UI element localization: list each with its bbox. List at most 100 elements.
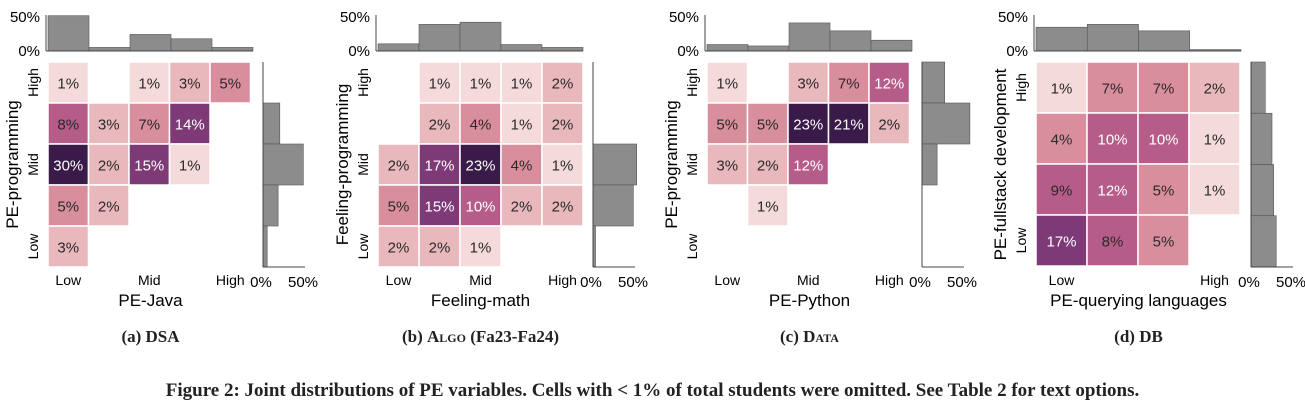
right-axis-tick: 50% xyxy=(618,274,648,291)
cell-label: 3% xyxy=(179,76,201,93)
cell-label: 10% xyxy=(465,199,495,216)
marginal-y-bar xyxy=(262,143,304,186)
marginal-x-bar xyxy=(377,43,420,52)
marginal-x-bar xyxy=(541,47,584,52)
heatmap-panel-1: 1% 1% 3% 5% 8% 3% 7% 14% 30% 2% 15% 1% 5% 2% 3% 50% 0% 0%… xyxy=(3,9,318,310)
x-tick-label: High xyxy=(216,272,245,288)
cell-label: 1% xyxy=(757,199,779,216)
cell-label: 8% xyxy=(1102,234,1124,251)
y-axis-label: Feeling-programming xyxy=(333,84,352,246)
x-axis-label: PE-Python xyxy=(769,291,850,310)
cell-label: 2% xyxy=(878,117,900,134)
heatmap-cell xyxy=(418,225,461,268)
caption-name: Data xyxy=(803,327,839,346)
heatmap-cell xyxy=(1035,61,1088,114)
caption-name: DSA xyxy=(145,327,180,346)
cell-label: 1% xyxy=(511,76,533,93)
heatmap-cell xyxy=(746,184,789,227)
subfigure-caption: (c) Data xyxy=(660,327,960,347)
cell-label: 2% xyxy=(552,76,574,93)
cell-label: 4% xyxy=(470,117,492,134)
heatmap-cell xyxy=(500,61,543,104)
x-axis-label: PE-querying languages xyxy=(1050,291,1227,310)
x-tick-label: High xyxy=(875,272,904,288)
caption-name: DB xyxy=(1139,327,1163,346)
x-tick-label: High xyxy=(548,272,577,288)
top-axis-tick: 0% xyxy=(1006,43,1028,60)
y-tick-label: Mid xyxy=(684,153,700,176)
marginal-y-bar xyxy=(262,225,268,268)
x-tick-label: Low xyxy=(55,272,82,288)
caption-prefix: (b) xyxy=(402,327,428,346)
cell-label: 10% xyxy=(1097,132,1127,149)
cell-label: 4% xyxy=(1051,132,1073,149)
marginal-x-bar xyxy=(747,45,790,52)
marginal-x-bar xyxy=(870,39,913,52)
cell-label: 23% xyxy=(793,117,823,134)
marginal-y-bar xyxy=(262,102,281,145)
y-axis-label: PE-programming xyxy=(3,100,22,229)
heatmap-cell xyxy=(541,143,584,186)
top-axis-tick: 0% xyxy=(18,43,40,60)
cell-label: 15% xyxy=(424,199,454,216)
top-axis-tick: 50% xyxy=(340,9,370,26)
cell-label: 7% xyxy=(1102,81,1124,98)
marginal-x-bar xyxy=(706,44,749,52)
subfigure-caption: (b) Algo (Fa23-Fa24) xyxy=(331,327,631,347)
heatmap-cell xyxy=(1188,163,1241,216)
cell-label: 1% xyxy=(470,76,492,93)
x-tick-label: High xyxy=(1200,272,1229,288)
cell-label: 2% xyxy=(98,158,120,175)
cell-label: 21% xyxy=(834,117,864,134)
cell-label: 10% xyxy=(1148,132,1178,149)
marginal-x-bar xyxy=(459,21,502,52)
cell-label: 2% xyxy=(388,158,410,175)
cell-label: 3% xyxy=(57,240,79,257)
top-axis-tick: 50% xyxy=(669,9,699,26)
right-axis-tick: 50% xyxy=(1276,274,1305,291)
cell-label: 15% xyxy=(134,158,164,175)
heatmap-cell xyxy=(541,184,584,227)
cell-label: 2% xyxy=(429,240,451,257)
marginal-x-bar xyxy=(788,22,831,52)
cell-label: 2% xyxy=(552,199,574,216)
heatmap-panel-4: 1% 7% 7% 2% 4% 10% 10% 1% 9% 12% 5% 1% 17% 8% 5% 50% 0% 0… xyxy=(991,9,1305,310)
cell-label: 5% xyxy=(388,199,410,216)
cell-label: 1% xyxy=(1204,183,1226,200)
marginal-x-bar xyxy=(1138,30,1191,52)
heatmap-cell xyxy=(868,61,911,104)
figure-caption: Figure 2: Joint distributions of PE vari… xyxy=(165,380,1140,401)
cell-label: 7% xyxy=(838,76,860,93)
cell-label: 12% xyxy=(1097,183,1127,200)
cell-label: 1% xyxy=(511,117,533,134)
heatmap-cell xyxy=(1188,61,1241,114)
x-axis-label: PE-Java xyxy=(118,291,183,310)
heatmap-cell xyxy=(1137,61,1190,114)
heatmap-cell xyxy=(47,225,90,268)
heatmap-cell xyxy=(1086,214,1139,267)
cell-label: 5% xyxy=(1153,234,1175,251)
marginal-y-bar xyxy=(262,184,279,227)
cell-label: 1% xyxy=(552,158,574,175)
cell-label: 5% xyxy=(57,199,79,216)
heatmap-cell xyxy=(1188,112,1241,165)
cell-label: 5% xyxy=(219,76,241,93)
heatmap-cell xyxy=(787,143,830,186)
heatmap-panel-3: 1% 3% 7% 12% 5% 5% 23% 21% 2% 3% 2% 12% 1% 50% 0% 0% 50%… xyxy=(662,9,977,310)
marginal-x-bar xyxy=(170,38,213,52)
cell-label: 7% xyxy=(138,117,160,134)
heatmap-cell xyxy=(377,143,420,186)
cell-label: 1% xyxy=(138,76,160,93)
marginal-x-bar xyxy=(418,24,461,52)
heatmap-cell xyxy=(1137,214,1190,267)
y-tick-label: Mid xyxy=(25,153,41,176)
cell-label: 3% xyxy=(797,76,819,93)
x-tick-label: Mid xyxy=(469,272,492,288)
marginal-x-bar xyxy=(829,30,872,52)
heatmap-panel-2: 1% 1% 1% 2% 2% 4% 1% 2% 2% 17% 23% 4% 1% 5% 15% 10% 2% 2%… xyxy=(333,9,648,310)
y-tick-label: Low xyxy=(25,233,41,260)
cell-label: 1% xyxy=(179,158,201,175)
marginal-x-bar xyxy=(47,15,90,52)
y-tick-label: High xyxy=(25,68,41,97)
cell-label: 2% xyxy=(1204,81,1226,98)
